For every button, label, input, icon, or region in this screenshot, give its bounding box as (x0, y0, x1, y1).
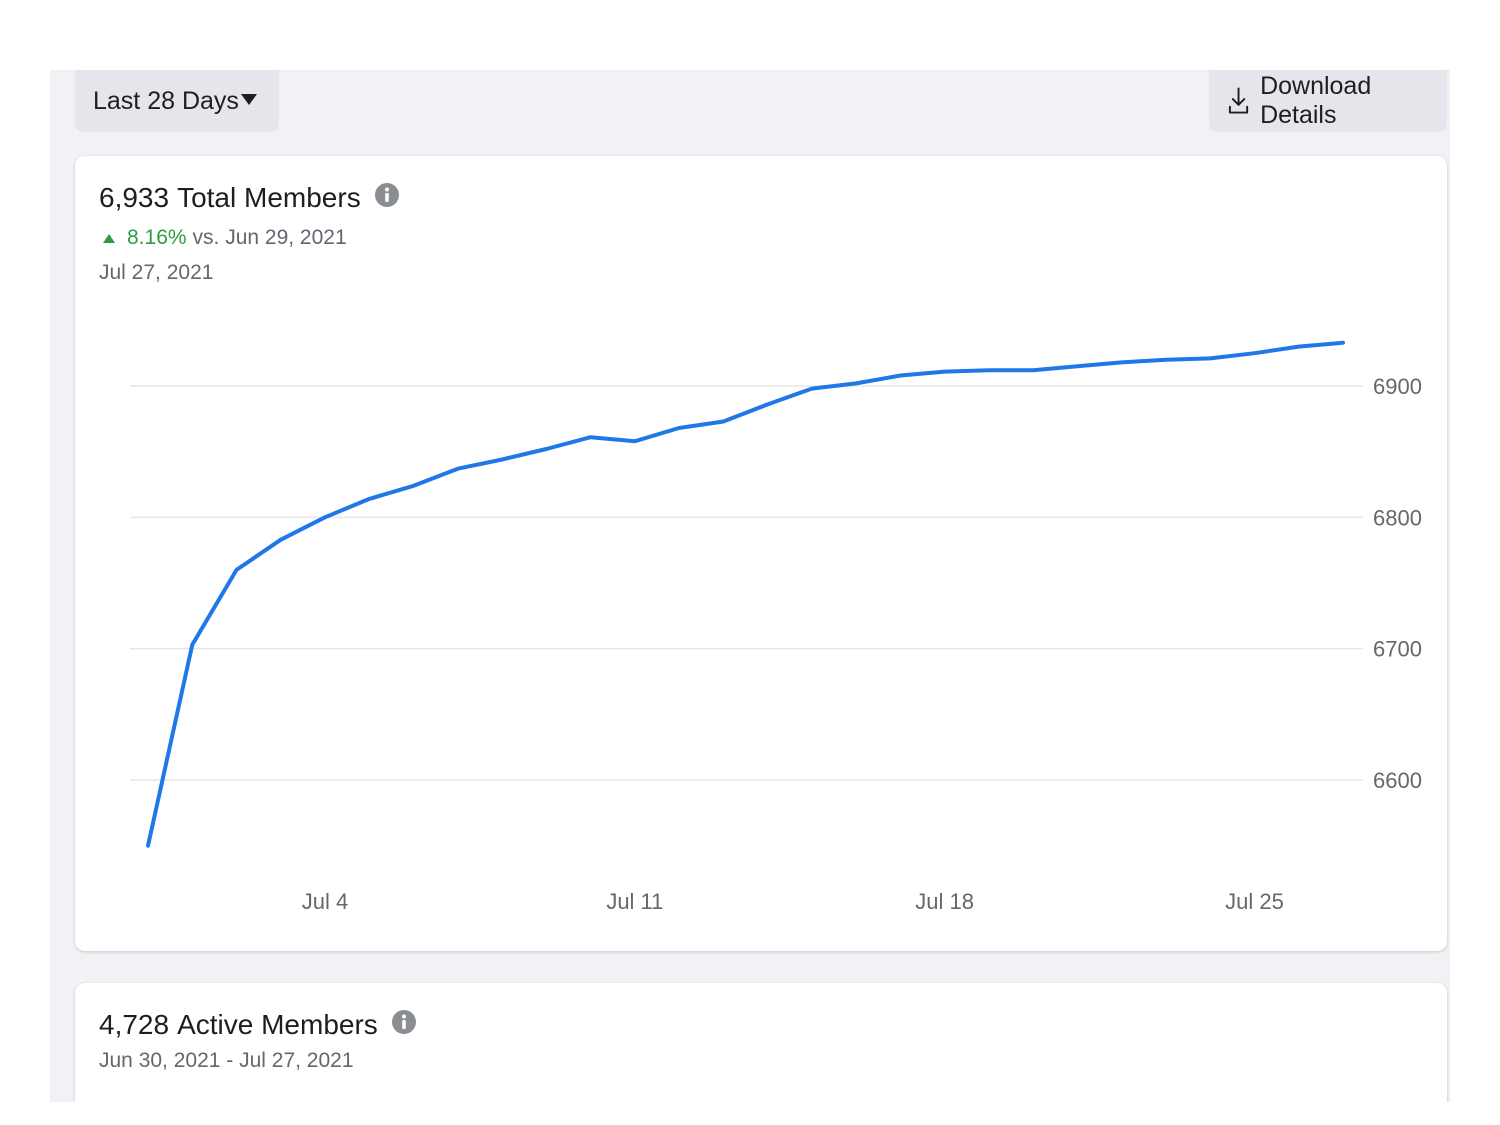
data-point (898, 373, 902, 377)
active-members-label: Active Members (177, 1009, 378, 1040)
x-tick-label: Jul 4 (302, 889, 348, 914)
data-point (810, 387, 814, 391)
active-members-count: 4,728 (99, 1009, 170, 1040)
x-tick-label: Jul 25 (1225, 889, 1284, 914)
y-tick-label: 6900 (1373, 374, 1422, 399)
total-members-date: Jul 27, 2021 (99, 261, 214, 284)
data-point (589, 435, 593, 439)
data-point (190, 643, 194, 647)
y-tick-label: 6700 (1373, 637, 1422, 662)
total-members-card: 6,933 Total Members 8.16% vs. Jun 29, 20… (75, 156, 1447, 951)
download-details-label: Download Details (1260, 72, 1372, 129)
series-line-total-members (146, 340, 1345, 848)
data-point (367, 497, 371, 501)
total-members-chart: 6600 6700 6800 6900 Jul 4 Jul 11 Jul 18 Jul 25 (130, 340, 1422, 914)
total-members-label: Total Members (177, 182, 361, 213)
total-members-title: 6,933 Total Members (99, 182, 399, 214)
growth-indicator: 8.16% vs. Jun 29, 2021 (103, 226, 347, 250)
data-point (1252, 351, 1256, 355)
data-point (456, 467, 460, 471)
active-members-date-range: Jun 30, 2021 - Jul 27, 2021 (99, 1049, 354, 1072)
data-point (412, 484, 416, 488)
arrow-up-icon (103, 233, 115, 243)
data-point (1075, 364, 1079, 368)
y-tick-label: 6600 (1373, 768, 1422, 793)
data-point (633, 439, 637, 443)
data-point (544, 447, 548, 451)
data-point (146, 844, 150, 848)
y-tick-label: 6800 (1373, 505, 1422, 530)
date-range-label: Last 28 Days (93, 86, 239, 115)
info-icon[interactable] (374, 182, 399, 214)
caret-down-icon (241, 94, 257, 105)
x-tick-label: Jul 18 (915, 889, 974, 914)
data-point (1031, 368, 1035, 372)
growth-comparison: vs. Jun 29, 2021 (192, 226, 347, 249)
data-point (500, 458, 504, 462)
data-point (677, 426, 681, 430)
data-point (1297, 345, 1301, 349)
data-point (987, 368, 991, 372)
info-icon[interactable] (391, 1009, 416, 1041)
download-icon (1228, 87, 1249, 114)
insights-panel: Last 28 Days Download Details 6,933 Tota… (50, 70, 1450, 1102)
data-point (1208, 356, 1212, 360)
active-members-card: 4,728 Active Members Jun 30, 2021 - Jul … (75, 983, 1447, 1102)
data-point (854, 381, 858, 385)
data-point (1120, 360, 1124, 364)
growth-percent: 8.16% (127, 226, 187, 249)
data-point (1164, 358, 1168, 362)
download-details-button[interactable]: Download Details (1209, 70, 1447, 132)
data-point (323, 515, 327, 519)
data-point (235, 568, 239, 572)
x-tick-label: Jul 11 (606, 889, 663, 914)
data-point (279, 538, 283, 542)
date-range-dropdown[interactable]: Last 28 Days (75, 70, 279, 132)
data-point (766, 402, 770, 406)
data-point (721, 419, 725, 423)
data-point (943, 370, 947, 374)
total-members-count: 6,933 (99, 182, 170, 213)
data-point (1341, 341, 1345, 345)
active-members-title: 4,728 Active Members (99, 1009, 416, 1041)
